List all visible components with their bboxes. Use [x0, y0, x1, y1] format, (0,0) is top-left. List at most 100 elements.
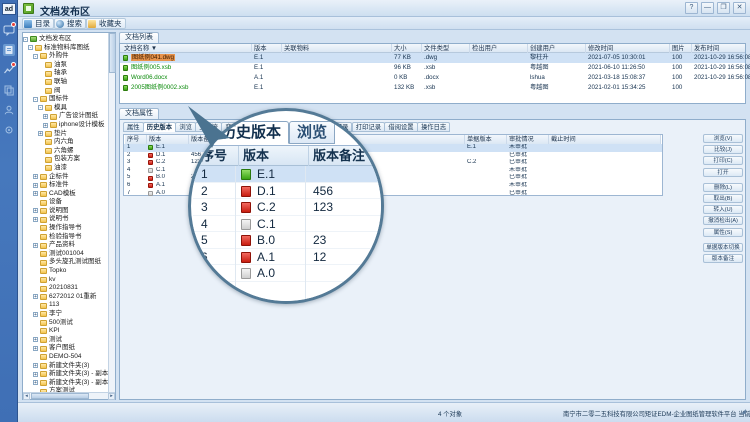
close-button[interactable]: ✕ [733, 2, 746, 14]
tree-expander[interactable]: + [33, 363, 38, 370]
tree-expander[interactable]: + [33, 345, 38, 352]
gear-icon[interactable] [3, 124, 15, 136]
tree-node[interactable]: + 标准件 [24, 181, 108, 190]
tree-node[interactable]: 测试001004 [24, 250, 108, 259]
tree-node[interactable]: 检验指导书 [24, 233, 108, 242]
tree-node[interactable]: 油泵 [24, 61, 108, 70]
tree-node[interactable]: 113 [24, 301, 108, 310]
column-header[interactable]: 文件类型 [422, 44, 470, 53]
tree-node[interactable]: + 垫片 [24, 130, 108, 139]
tree-expander[interactable]: + [33, 191, 38, 198]
tree-horizontal-thumb[interactable] [31, 393, 89, 399]
tree-node[interactable]: + 产品资料 [24, 241, 108, 250]
tree-node[interactable]: 六角螺 [24, 147, 108, 156]
tree-horizontal-scrollbar[interactable]: ◂ ▸ [23, 392, 115, 400]
tab-document-list[interactable]: 文档列表 [119, 32, 159, 43]
tree-node[interactable]: 方案测试 [24, 387, 108, 392]
tree-vertical-scrollbar[interactable] [108, 33, 116, 392]
tab-操作日志[interactable]: 操作日志 [417, 122, 451, 132]
tree-node[interactable]: 联轴 [24, 78, 108, 87]
table-row[interactable]: 4 C.1 未审批 [124, 167, 662, 175]
tree-node[interactable]: 多头旋孔测试图纸 [24, 258, 108, 267]
magnified-tab-浏览[interactable]: 浏览 [289, 121, 336, 144]
tree-expander[interactable]: + [33, 371, 38, 378]
tree-node[interactable]: +6272012 01重新 [24, 293, 108, 302]
tree-node[interactable]: - 国标件 [24, 95, 108, 104]
toolbar-button-search[interactable]: 搜索 [54, 18, 86, 29]
tree-node[interactable]: - 标准物料库图纸 [24, 44, 108, 53]
column-header[interactable]: 单据版本 [465, 135, 507, 144]
tree-expander[interactable]: + [33, 217, 38, 224]
tree-node[interactable]: 油漆 [24, 164, 108, 173]
chat-icon[interactable] [3, 24, 15, 36]
command-button[interactable]: 版本备注 [703, 253, 743, 263]
scroll-left-arrow[interactable]: ◂ [23, 393, 30, 400]
tree-expander[interactable]: + [33, 380, 38, 387]
tree-node[interactable]: + 新建文件夹(3) [24, 362, 108, 371]
column-header[interactable]: 关联物料 [282, 44, 392, 53]
tree-node[interactable]: + 李宁 [24, 310, 108, 319]
tree-expander[interactable]: - [28, 45, 33, 52]
tree-expander[interactable]: + [43, 122, 48, 129]
command-button[interactable]: 打开 [703, 167, 743, 177]
table-row[interactable]: 图纸例041.dwg E.1 77 KB .dwg 黎柱升 2021-07-05 10:3… [120, 53, 750, 63]
tree-node[interactable]: 包装方案 [24, 155, 108, 164]
tree-expander[interactable]: - [33, 96, 38, 103]
command-button[interactable]: 转入(U) [703, 205, 743, 215]
table-row[interactable]: 7 A.0 已审批 [124, 190, 662, 198]
tree-node[interactable]: + 新建文件夹(3) - 副本 [24, 370, 108, 379]
tree-expander[interactable]: + [43, 113, 48, 120]
tree-expander[interactable]: - [23, 36, 28, 43]
column-header[interactable]: 截止时间 [549, 135, 661, 144]
tree-node[interactable]: 设备 [24, 198, 108, 207]
column-header[interactable]: 创建用户 [528, 44, 586, 53]
tree-node[interactable]: 阀 [24, 87, 108, 96]
tree-node[interactable]: - 文档发布区 [23, 35, 108, 44]
tree-expander[interactable]: - [38, 105, 43, 112]
tree-node[interactable]: kv [24, 276, 108, 285]
help-button[interactable]: ? [685, 2, 698, 14]
tree-node[interactable]: + CAD模板 [24, 190, 108, 199]
tree-node[interactable]: Topko [24, 267, 108, 276]
tree-expander[interactable]: + [38, 131, 43, 138]
minimize-button[interactable]: — [701, 2, 714, 14]
tab-属性[interactable]: 属性 [123, 122, 144, 132]
tab-历史版本[interactable]: 历史版本 [142, 122, 176, 132]
command-button[interactable]: 撤消检出(A) [703, 216, 743, 226]
tree-node[interactable]: + 新建文件夹(3) - 副本 - 1 [24, 379, 108, 388]
column-header[interactable]: 审批情况 [507, 135, 549, 144]
tree-node[interactable]: + 企标件 [24, 173, 108, 182]
column-header[interactable]: 发布时间 [692, 44, 750, 53]
tree-expander[interactable]: + [33, 242, 38, 249]
tree-expander[interactable]: + [33, 174, 38, 181]
tree-node[interactable]: 500测试 [24, 319, 108, 328]
user-icon[interactable] [3, 104, 15, 116]
table-row[interactable]: Word06.docx A.1 0 KB .docx lshua 2021-03-18 1… [120, 73, 750, 83]
tree-node[interactable]: 操作指导书 [24, 224, 108, 233]
command-button[interactable]: 单据版本切换 [703, 242, 743, 252]
column-header[interactable]: 文档名称 ▼ [122, 44, 252, 53]
table-row[interactable]: 2005图纸例0002.xsb E.1 132 KB .xsb 粤越图 2021-02-0… [120, 83, 745, 93]
tree-node[interactable]: 轴承 [24, 69, 108, 78]
tree-expander[interactable]: + [33, 182, 38, 189]
copy-icon[interactable] [3, 84, 15, 96]
column-header[interactable]: 图片 [670, 44, 692, 53]
tree-node[interactable]: + 客户图纸 [24, 344, 108, 353]
magnified-tab-历史版本[interactable]: 历史版本 [213, 121, 290, 144]
resize-grip[interactable]: ◢ [741, 409, 746, 415]
maximize-button[interactable]: ❐ [717, 2, 730, 14]
tree-node[interactable]: 内六角 [24, 138, 108, 147]
tree-vertical-thumb[interactable] [109, 33, 116, 73]
tree-node[interactable]: - 外购件 [24, 52, 108, 61]
tab-借阅设置[interactable]: 借阅设置 [384, 122, 418, 132]
column-header[interactable]: 大小 [392, 44, 422, 53]
column-header[interactable]: 版本 [147, 135, 189, 144]
tree-expander[interactable]: + [33, 208, 38, 215]
tab-document-properties[interactable]: 文档属性 [119, 108, 159, 119]
scroll-right-arrow[interactable]: ▸ [108, 393, 115, 400]
toolbar-button-directory[interactable]: 目录 [22, 18, 54, 29]
tree-expander[interactable]: + [33, 337, 38, 344]
document-list-grid[interactable]: 文档名称 ▼版本关联物料大小文件类型检出用户创建用户修改时间图片发布时间查看状态… [119, 43, 750, 104]
tree-node[interactable]: + 说明图 [24, 207, 108, 216]
tree-node[interactable]: + 说明书 [24, 215, 108, 224]
